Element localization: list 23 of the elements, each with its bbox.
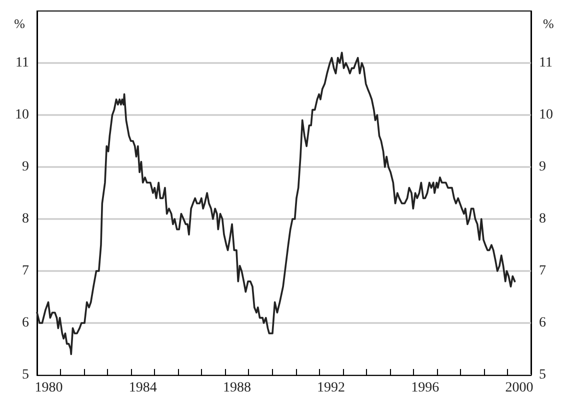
y-tick-label: 10 bbox=[15, 108, 29, 122]
y2-tick-label: 5 bbox=[539, 368, 546, 382]
x-tick-label: 1992 bbox=[317, 380, 346, 396]
y-tick-label: 8 bbox=[22, 212, 29, 226]
y2-tick-label: 10 bbox=[539, 108, 553, 122]
y-tick-label: 11 bbox=[16, 56, 29, 70]
y2-tick-label: 6 bbox=[539, 316, 546, 330]
y2-axis-title: % bbox=[543, 16, 554, 31]
x-tick-label: 2000 bbox=[505, 380, 534, 396]
y2-tick-label: 9 bbox=[539, 160, 546, 174]
y2-tick-label: 8 bbox=[539, 212, 546, 226]
x-tick-label: 1980 bbox=[34, 380, 63, 396]
line-series bbox=[36, 52, 516, 356]
y-tick-label: 6 bbox=[22, 316, 29, 330]
x-tick-label: 1988 bbox=[222, 380, 251, 396]
x-tick-label: 1984 bbox=[128, 380, 157, 396]
y-tick-label: 7 bbox=[22, 264, 29, 278]
y2-tick-label: 7 bbox=[539, 264, 546, 278]
y-tick-label: 5 bbox=[22, 368, 29, 382]
x-tick-label: 1996 bbox=[411, 380, 440, 396]
y-tick-label: 9 bbox=[22, 160, 29, 174]
y2-tick-label: 11 bbox=[539, 56, 552, 70]
y-axis-title: % bbox=[14, 16, 26, 31]
